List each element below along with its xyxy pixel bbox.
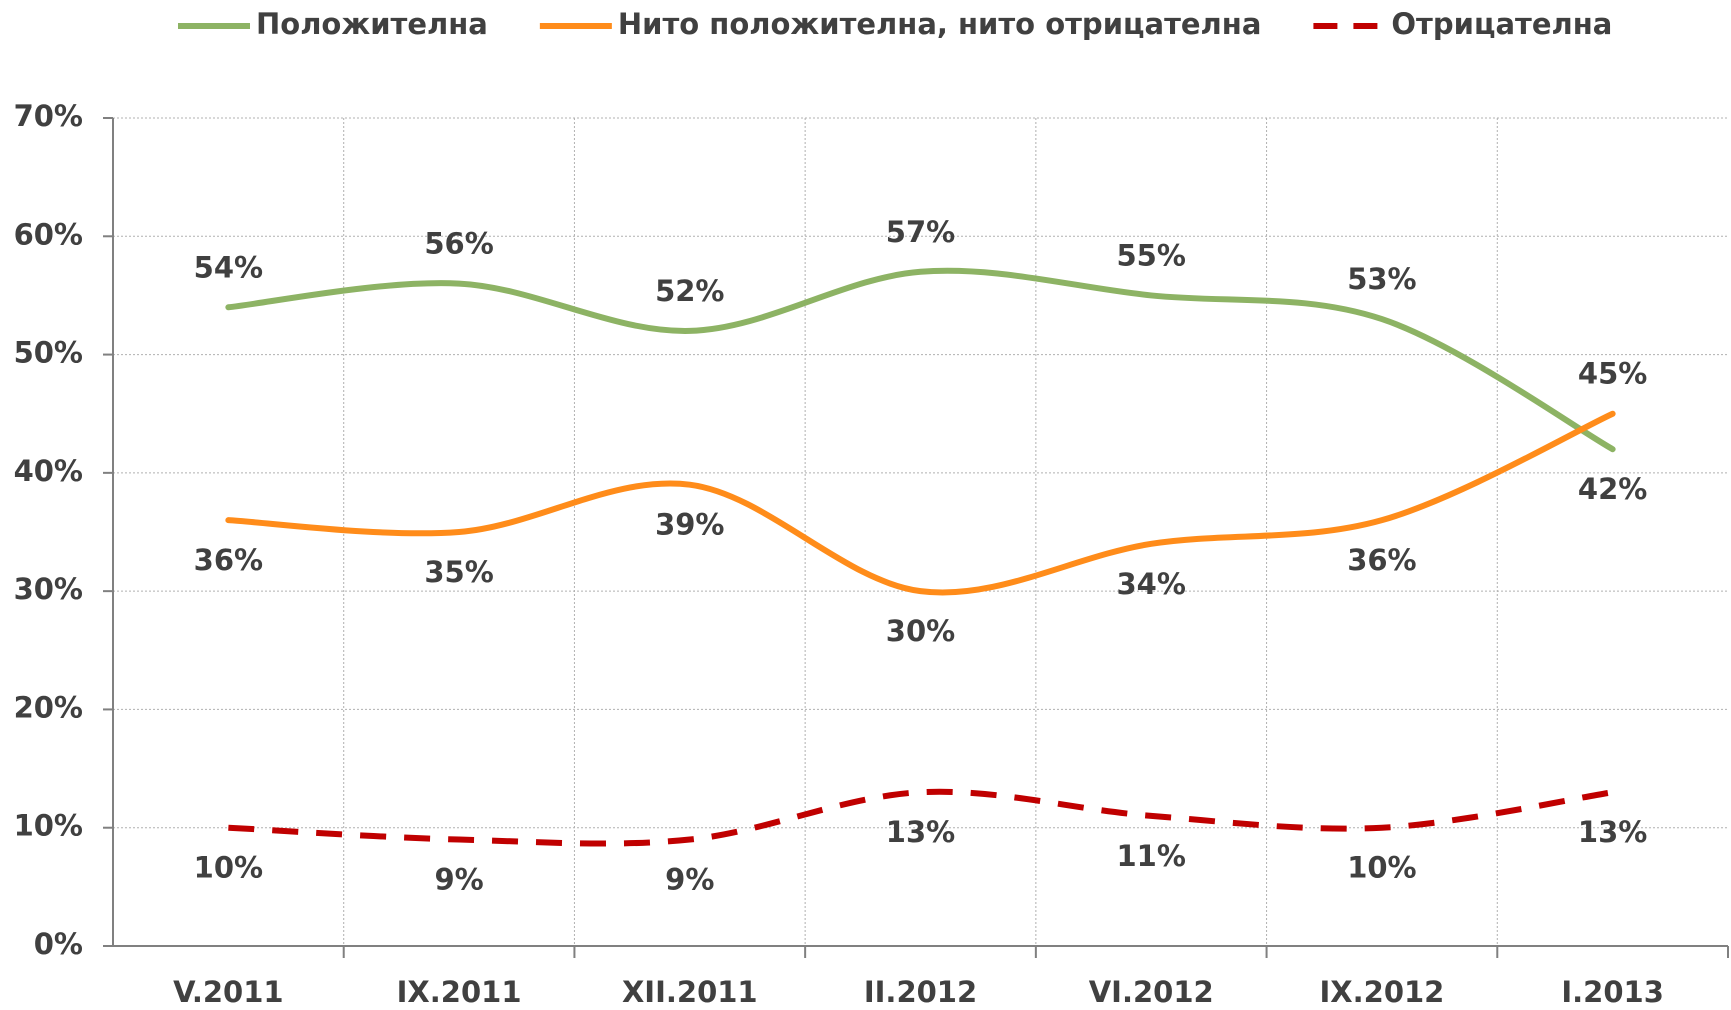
data-label: 42% bbox=[1578, 472, 1647, 506]
data-label: 10% bbox=[1347, 851, 1416, 885]
x-tick-label: V.2011 bbox=[173, 975, 283, 1009]
series-line bbox=[228, 788, 1614, 847]
x-tick-label: I.2013 bbox=[1561, 975, 1664, 1009]
data-label: 9% bbox=[665, 863, 714, 897]
x-tick-label: IX.2012 bbox=[1319, 975, 1444, 1009]
legend-label: Отрицателна bbox=[1391, 7, 1612, 41]
data-label: 35% bbox=[424, 555, 493, 589]
x-tick-label: IX.2011 bbox=[397, 975, 522, 1009]
legend-label: Положителна bbox=[256, 7, 488, 41]
y-tick-label: 70% bbox=[14, 99, 83, 133]
data-label: 56% bbox=[424, 227, 493, 261]
data-label: 10% bbox=[194, 851, 263, 885]
y-tick-label: 60% bbox=[14, 217, 83, 251]
data-label: 11% bbox=[1117, 839, 1186, 873]
data-label: 36% bbox=[194, 543, 263, 577]
x-tick-label: XII.2011 bbox=[622, 975, 758, 1009]
data-label: 52% bbox=[655, 274, 724, 308]
y-tick-label: 20% bbox=[14, 690, 83, 724]
data-label: 13% bbox=[886, 815, 955, 849]
data-label: 9% bbox=[434, 863, 483, 897]
data-label: 53% bbox=[1347, 262, 1416, 296]
y-tick-label: 30% bbox=[14, 572, 83, 606]
y-tick-label: 40% bbox=[14, 454, 83, 488]
x-tick-label: II.2012 bbox=[864, 975, 977, 1009]
y-tick-label: 10% bbox=[14, 809, 83, 843]
x-tick-label: VI.2012 bbox=[1089, 975, 1214, 1009]
legend-label: Нито положителна, нито отрицателна bbox=[618, 7, 1262, 41]
y-tick-label: 50% bbox=[14, 336, 83, 370]
y-tick-label: 0% bbox=[34, 927, 83, 961]
data-label: 39% bbox=[655, 508, 724, 542]
data-label: 57% bbox=[886, 215, 955, 249]
data-label: 55% bbox=[1117, 238, 1186, 272]
series-line bbox=[225, 267, 1616, 453]
series-line bbox=[225, 410, 1616, 596]
data-label: 45% bbox=[1578, 357, 1647, 391]
data-label: 13% bbox=[1578, 815, 1647, 849]
data-label: 30% bbox=[886, 614, 955, 648]
data-label: 54% bbox=[194, 250, 263, 284]
data-label: 36% bbox=[1347, 543, 1416, 577]
data-label: 34% bbox=[1117, 567, 1186, 601]
